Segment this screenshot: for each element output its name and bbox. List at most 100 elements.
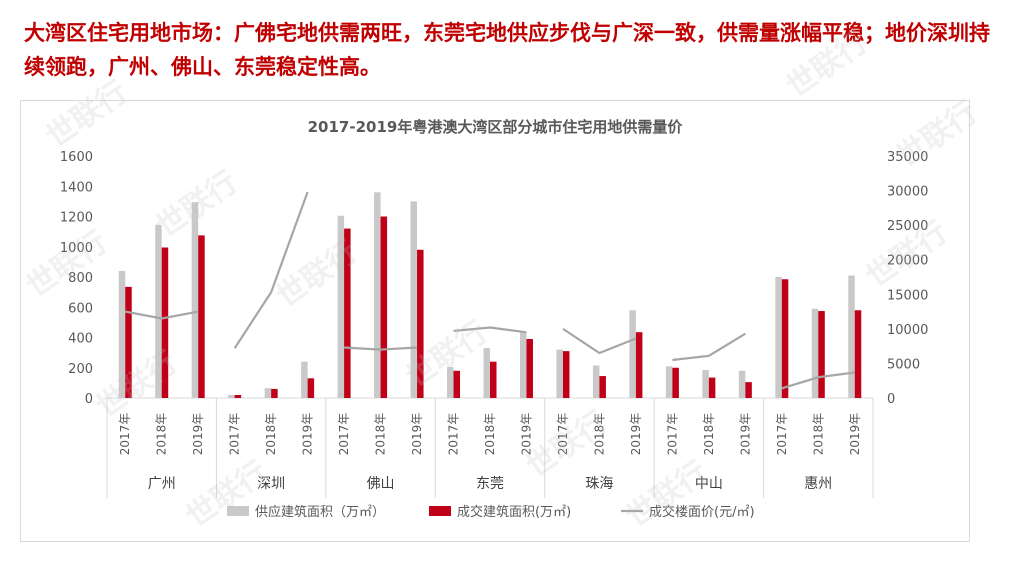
right-axis-tick-label: 30000 bbox=[887, 185, 928, 200]
group-label: 惠州 bbox=[804, 476, 832, 492]
transaction-bar bbox=[271, 388, 278, 398]
supply-bar bbox=[374, 192, 381, 398]
chart-container: 2017-2019年粤港澳大湾区部分城市住宅用地供需量价 0 200 400 600 80… bbox=[20, 100, 970, 542]
right-axis-tick-label: 15000 bbox=[887, 288, 928, 303]
supply-bar bbox=[228, 394, 235, 398]
transaction-bar bbox=[781, 279, 789, 398]
year-tick-label: 2018年 bbox=[374, 413, 388, 456]
year-tick-label: 2018年 bbox=[483, 413, 497, 456]
price-line bbox=[344, 346, 418, 351]
transaction-bar bbox=[672, 367, 679, 398]
supply-bar bbox=[848, 275, 855, 398]
right-axis-tick-label: 0 bbox=[887, 392, 895, 407]
group-label: 深圳 bbox=[257, 476, 285, 492]
supply-bar bbox=[155, 224, 162, 398]
year-tick-label: 2017年 bbox=[228, 413, 242, 456]
transaction-bar bbox=[526, 339, 533, 398]
left-axis-tick-label: 1200 bbox=[60, 211, 93, 226]
left-axis-tick-label: 400 bbox=[68, 332, 93, 347]
transaction-bar bbox=[234, 394, 242, 398]
supply-bar bbox=[775, 277, 782, 398]
year-tick-label: 2019年 bbox=[738, 413, 752, 456]
year-tick-label: 2018年 bbox=[592, 413, 606, 456]
supply-bar bbox=[118, 270, 126, 398]
group-label: 佛山 bbox=[367, 476, 395, 492]
supply-bar bbox=[264, 388, 272, 398]
supply-bar bbox=[556, 349, 563, 398]
price-line bbox=[562, 327, 637, 355]
supply-bar bbox=[811, 308, 819, 398]
group-label: 珠海 bbox=[585, 476, 613, 492]
year-tick-label: 2019年 bbox=[191, 413, 205, 456]
supply-bar bbox=[629, 310, 636, 398]
chart-title: 2017-2019年粤港澳大湾区部分城市住宅用地供需量价 bbox=[308, 118, 684, 136]
supply-bar bbox=[447, 366, 454, 398]
transaction-bar bbox=[417, 249, 424, 398]
transaction-bar bbox=[745, 382, 752, 398]
supply-bar bbox=[738, 370, 746, 398]
transaction-bar bbox=[161, 247, 169, 398]
right-axis-tick-label: 5000 bbox=[887, 357, 920, 372]
transaction-bar bbox=[198, 235, 205, 398]
year-tick-label: 2018年 bbox=[264, 413, 278, 456]
price-line bbox=[453, 326, 527, 334]
transaction-bar bbox=[380, 216, 388, 398]
combo-chart: 2017-2019年粤港澳大湾区部分城市住宅用地供需量价 0 200 400 600 80… bbox=[60, 118, 928, 520]
supply-bar bbox=[592, 365, 600, 398]
legend-label-supply: 供应建筑面积（万㎡） bbox=[255, 504, 385, 520]
legend-label-transaction: 成交建筑面积(万㎡) bbox=[457, 504, 571, 520]
transaction-bar bbox=[818, 311, 825, 398]
year-tick-label: 2019年 bbox=[410, 413, 424, 456]
year-tick-label: 2017年 bbox=[118, 413, 132, 456]
year-tick-label: 2017年 bbox=[775, 413, 789, 456]
right-axis-tick-label: 35000 bbox=[887, 150, 928, 165]
transaction-bar bbox=[599, 376, 606, 398]
price-line bbox=[781, 371, 855, 390]
price-line bbox=[125, 310, 199, 320]
left-axis-tick-label: 1400 bbox=[60, 180, 93, 195]
transaction-bar bbox=[490, 361, 497, 398]
supply-bar bbox=[337, 215, 345, 398]
supply-bar bbox=[702, 370, 709, 398]
price-line bbox=[233, 191, 309, 349]
supply-bar bbox=[665, 366, 673, 398]
group-label: 广州 bbox=[148, 476, 176, 492]
supply-bar bbox=[301, 361, 308, 398]
legend-swatch-supply bbox=[227, 506, 249, 516]
transaction-bar bbox=[854, 310, 862, 398]
year-tick-label: 2019年 bbox=[519, 413, 533, 456]
year-tick-label: 2019年 bbox=[301, 413, 315, 456]
right-axis-tick-label: 10000 bbox=[887, 323, 928, 338]
year-tick-label: 2017年 bbox=[665, 413, 679, 456]
year-tick-label: 2019年 bbox=[848, 413, 862, 456]
right-axis-tick-label: 20000 bbox=[887, 254, 928, 269]
supply-bar bbox=[410, 201, 418, 398]
year-tick-label: 2018年 bbox=[155, 413, 169, 456]
headline: 大湾区住宅用地市场：广佛宅地供需两旺，东莞宅地供应步伐与广深一致，供需量涨幅平稳… bbox=[24, 21, 990, 79]
group-label: 东莞 bbox=[476, 476, 504, 492]
transaction-bar bbox=[125, 286, 132, 398]
year-tick-label: 2017年 bbox=[556, 413, 570, 456]
group-label: 中山 bbox=[695, 476, 723, 492]
supply-bar bbox=[519, 331, 527, 398]
transaction-bar bbox=[307, 378, 315, 398]
left-axis-tick-label: 0 bbox=[85, 392, 93, 407]
year-tick-label: 2019年 bbox=[629, 413, 643, 456]
left-axis-tick-label: 1600 bbox=[60, 150, 93, 165]
transaction-bar bbox=[453, 370, 461, 398]
year-tick-label: 2017年 bbox=[337, 413, 351, 456]
transaction-bar bbox=[562, 351, 570, 398]
left-axis-tick-label: 200 bbox=[68, 362, 93, 377]
transaction-bar bbox=[635, 332, 643, 398]
left-axis-tick-label: 800 bbox=[68, 271, 93, 286]
year-tick-label: 2018年 bbox=[811, 413, 825, 456]
legend-label-price: 成交楼面价(元/㎡) bbox=[649, 504, 755, 520]
supply-bar bbox=[483, 348, 490, 398]
transaction-bar bbox=[344, 228, 351, 398]
legend-swatch-transaction bbox=[429, 506, 451, 516]
year-tick-label: 2017年 bbox=[447, 413, 461, 456]
price-line bbox=[672, 332, 746, 362]
left-axis-tick-label: 1000 bbox=[60, 241, 93, 256]
year-tick-label: 2018年 bbox=[702, 413, 716, 456]
supply-bar bbox=[191, 202, 199, 398]
